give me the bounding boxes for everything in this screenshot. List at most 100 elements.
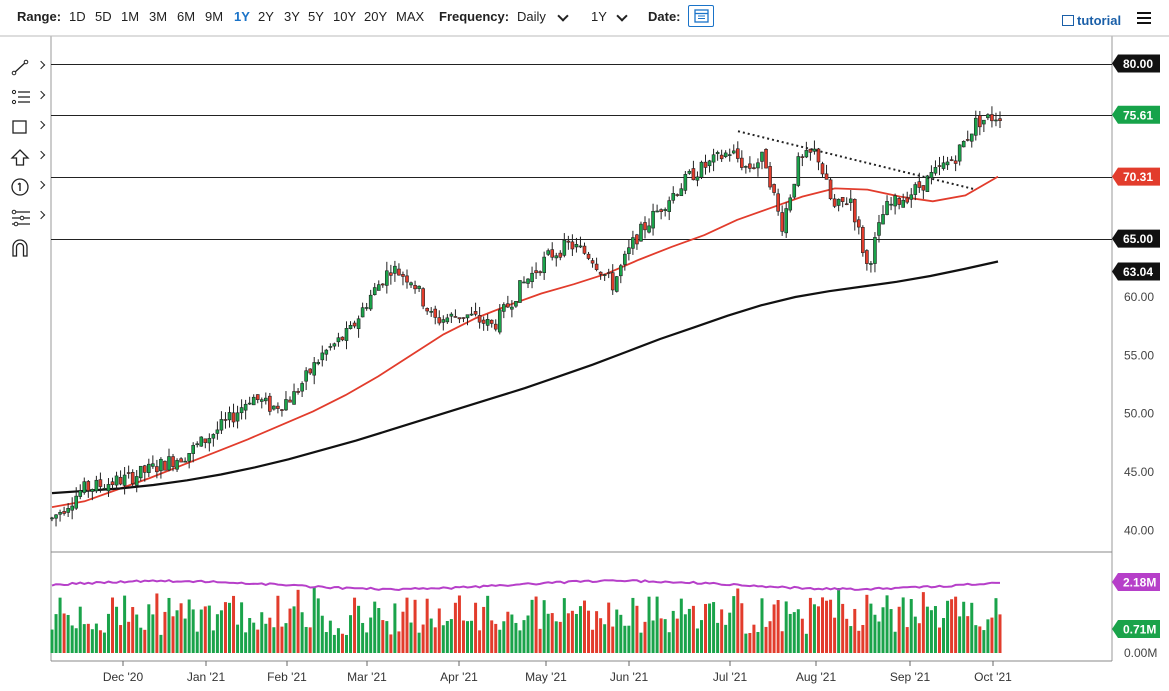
candle-body [594, 263, 599, 270]
period-select[interactable]: 1Y [591, 9, 607, 24]
tutorial-link[interactable]: tutorial [1062, 13, 1121, 28]
range-10y[interactable]: 10Y [333, 9, 357, 24]
hamburger-menu-icon[interactable] [1137, 12, 1151, 27]
range-3y[interactable]: 3Y [284, 9, 300, 24]
candle-body [312, 362, 317, 376]
volume-bar [825, 600, 829, 653]
rectangle-tool-icon [12, 120, 27, 134]
volume-tag-box [1112, 620, 1160, 638]
volume-bar [349, 615, 353, 653]
y-axis-ticks: 60.00 55.00 50.00 45.00 40.00 [1124, 290, 1154, 537]
candle-body [433, 308, 438, 318]
range-6m[interactable]: 6M [177, 9, 196, 24]
candle-body [368, 294, 373, 310]
candle-body [138, 465, 143, 479]
x-tick-label: Feb '21 [267, 670, 307, 684]
candle-body [385, 270, 389, 286]
candle-body [699, 161, 704, 178]
volume-bar [393, 603, 397, 653]
candle-body [824, 173, 829, 180]
candle-body [566, 240, 571, 243]
frequency-select[interactable]: Daily [517, 9, 546, 24]
range-1m[interactable]: 1M [121, 9, 140, 24]
candle-body [147, 463, 151, 473]
volume-bar [595, 611, 599, 653]
volume-bar [377, 608, 381, 653]
trendline-group[interactable] [737, 130, 977, 191]
volume-bar [796, 609, 800, 653]
volume-bar [724, 624, 728, 653]
rectangle-tool[interactable] [8, 117, 46, 139]
candle-body [268, 395, 272, 412]
range-2y[interactable]: 2Y [258, 9, 274, 24]
volume-bar [478, 630, 482, 653]
candle-body [735, 148, 740, 159]
x-tick-label: Aug '21 [796, 670, 837, 684]
candle-body [812, 148, 817, 152]
candle-body [167, 456, 171, 471]
candle-body [259, 399, 264, 402]
range-3m[interactable]: 3M [149, 9, 168, 24]
volume-bar [457, 595, 461, 653]
volume-bar [853, 608, 857, 653]
candle-body [748, 163, 752, 169]
volume-bar [659, 618, 663, 653]
x-tick-label: Apr '21 [440, 670, 478, 684]
volume-bar [78, 606, 82, 653]
candle-body [905, 197, 910, 203]
volume-bar [639, 632, 643, 653]
range-1d[interactable]: 1D [69, 9, 86, 24]
candle-body [530, 272, 534, 283]
volume-bar [466, 621, 470, 653]
candle-body [679, 188, 684, 197]
candle-body [663, 209, 667, 211]
volume-bar [643, 621, 647, 653]
candle-body [215, 429, 220, 434]
volume-bar [433, 627, 437, 653]
plot-background [51, 36, 1112, 661]
range-5d[interactable]: 5D [95, 9, 112, 24]
volume-bar [861, 624, 865, 653]
volume-bar [720, 609, 724, 653]
candle-body [574, 244, 579, 248]
candle-body [251, 396, 256, 406]
price-tag-label: 75.61 [1123, 108, 1153, 122]
range-1y[interactable]: 1Y [234, 9, 250, 24]
range-9m[interactable]: 9M [205, 9, 224, 24]
candle-body [727, 154, 732, 156]
numbered-marker-tool[interactable] [8, 177, 46, 199]
fibonacci-tool[interactable] [8, 87, 46, 109]
candle-body [570, 241, 575, 250]
candle-body [445, 317, 450, 323]
candle-body [828, 179, 833, 200]
volume-bar [300, 612, 304, 653]
volume-bar [538, 628, 542, 653]
candle-body [296, 390, 300, 393]
candle-body [820, 163, 825, 175]
trendline-tool[interactable] [8, 57, 46, 79]
volume-bar [970, 602, 974, 653]
volume-average-line [51, 579, 1000, 592]
pattern-tool[interactable] [8, 207, 46, 229]
x-tick-label: Jun '21 [610, 670, 649, 684]
candle-body [937, 165, 942, 167]
candle-body [881, 214, 885, 225]
candle-body [126, 472, 131, 474]
candle-body [110, 481, 115, 486]
range-20y[interactable]: 20Y [364, 9, 388, 24]
calendar-button[interactable] [688, 5, 714, 27]
horizontal-levels[interactable] [51, 64, 1112, 240]
candle-body [631, 237, 635, 249]
candle-body [792, 183, 797, 198]
candle-body [485, 318, 490, 326]
candle-body [744, 166, 748, 168]
dotted-trendline [737, 130, 977, 191]
candle-body [949, 159, 954, 161]
range-max[interactable]: MAX [396, 9, 425, 24]
range-5y[interactable]: 5Y [308, 9, 324, 24]
volume-bar [760, 598, 764, 653]
arrow-tool[interactable] [8, 147, 46, 169]
candle-body [901, 199, 905, 208]
magnet-tool[interactable] [8, 237, 46, 259]
